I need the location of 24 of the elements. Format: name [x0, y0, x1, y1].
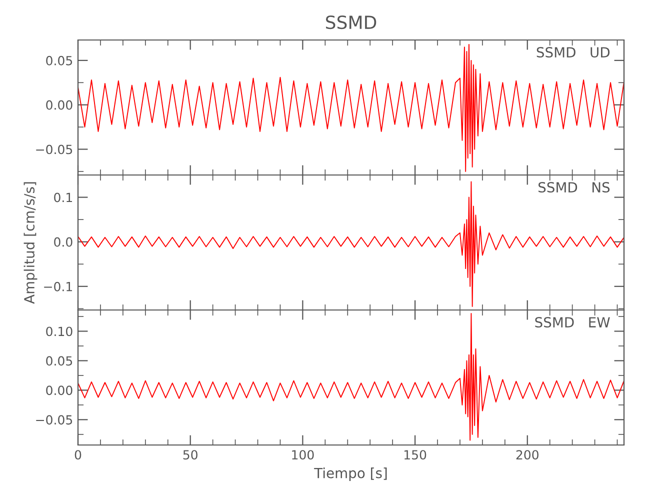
annotation: SSMD UD — [536, 47, 610, 58]
x-tick-label: 50 — [183, 450, 198, 460]
y-tick-label: 0.10 — [46, 326, 72, 336]
annotation: SSMD EW — [535, 317, 610, 328]
y-tick-label: −0.05 — [36, 415, 72, 425]
y-tick-label: −0.1 — [44, 282, 72, 292]
y-axis-title: Amplitud [cm/s/s] — [24, 182, 38, 304]
x-axis-title: Tiempo [s] — [314, 468, 387, 481]
y-tick-label: 0.1 — [54, 192, 72, 202]
y-tick-label: 0.0 — [54, 237, 72, 247]
line-series — [78, 181, 624, 307]
y-tick-label: 0.00 — [46, 386, 72, 396]
x-tick-label: 0 — [74, 450, 82, 460]
x-tick-label: 100 — [292, 450, 314, 460]
line-series — [78, 313, 624, 441]
y-tick-label: 0.00 — [46, 100, 72, 110]
y-tick-label: −0.05 — [36, 144, 72, 154]
y-tick-label: 0.05 — [46, 356, 72, 366]
chart-title: SSMD — [326, 15, 376, 30]
y-tick-label: 0.05 — [46, 56, 72, 66]
x-tick-label: 150 — [404, 450, 426, 460]
annotation: SSMD NS — [538, 182, 610, 193]
x-tick-label: 200 — [516, 450, 538, 460]
line-series — [78, 44, 624, 172]
